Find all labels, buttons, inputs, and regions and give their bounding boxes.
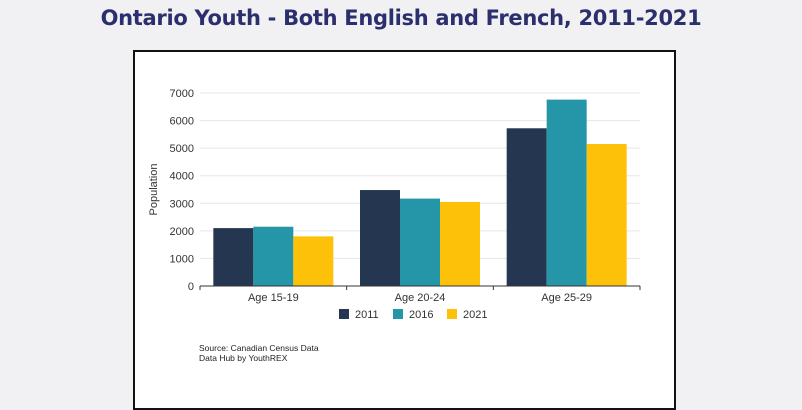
y-tick-label: 2000 [170,226,194,238]
bar-2011-age-15-19 [213,228,254,286]
bar-2011-age-25-29 [506,128,547,286]
chart-card: 0 1000 2000 3000 4000 5000 6000 7000 Age 15-19 A… [133,50,676,410]
y-axis-title: Population [148,164,160,216]
y-tick-label: 6000 [170,116,194,128]
legend-label-2021: 2021 [463,309,487,321]
y-tick-label: 4000 [170,171,194,183]
y-tick-label: 0 [188,281,194,293]
y-tick-label: 3000 [170,198,194,210]
y-tick-label: 1000 [170,253,194,265]
bar-2016-age-20-24 [400,198,440,286]
x-axis-ticks: Age 15-19 Age 20-24 Age 25-29 [199,286,641,304]
y-tick-label: 5000 [170,143,194,155]
y-axis-ticks: 0 1000 2000 3000 4000 5000 6000 7000 [170,88,194,293]
bar-2016-age-25-29 [546,99,587,286]
bar-2021-age-15-19 [293,236,334,286]
page-title: Ontario Youth - Both English and French,… [100,6,702,30]
legend: 2011 2016 2021 [339,309,487,321]
bar-2011-age-20-24 [360,190,400,286]
x-tick-label: Age 20-24 [395,292,446,304]
source-note: Source: Canadian Census Data Data Hub by… [199,343,319,363]
x-tick-label: Age 25-29 [541,292,592,304]
legend-label-2016: 2016 [409,309,433,321]
source-line: Source: Canadian Census Data [199,343,319,353]
legend-swatch-2021 [447,309,457,319]
credit-line: Data Hub by YouthREX [199,353,288,363]
legend-swatch-2016 [393,309,403,319]
bars [213,99,627,286]
y-tick-label: 7000 [170,88,194,100]
bar-2016-age-15-19 [253,226,294,286]
bar-2021-age-20-24 [440,201,480,286]
bar-2021-age-25-29 [586,144,627,286]
legend-swatch-2011 [339,309,349,319]
x-tick-label: Age 15-19 [248,292,299,304]
legend-label-2011: 2011 [355,309,379,321]
